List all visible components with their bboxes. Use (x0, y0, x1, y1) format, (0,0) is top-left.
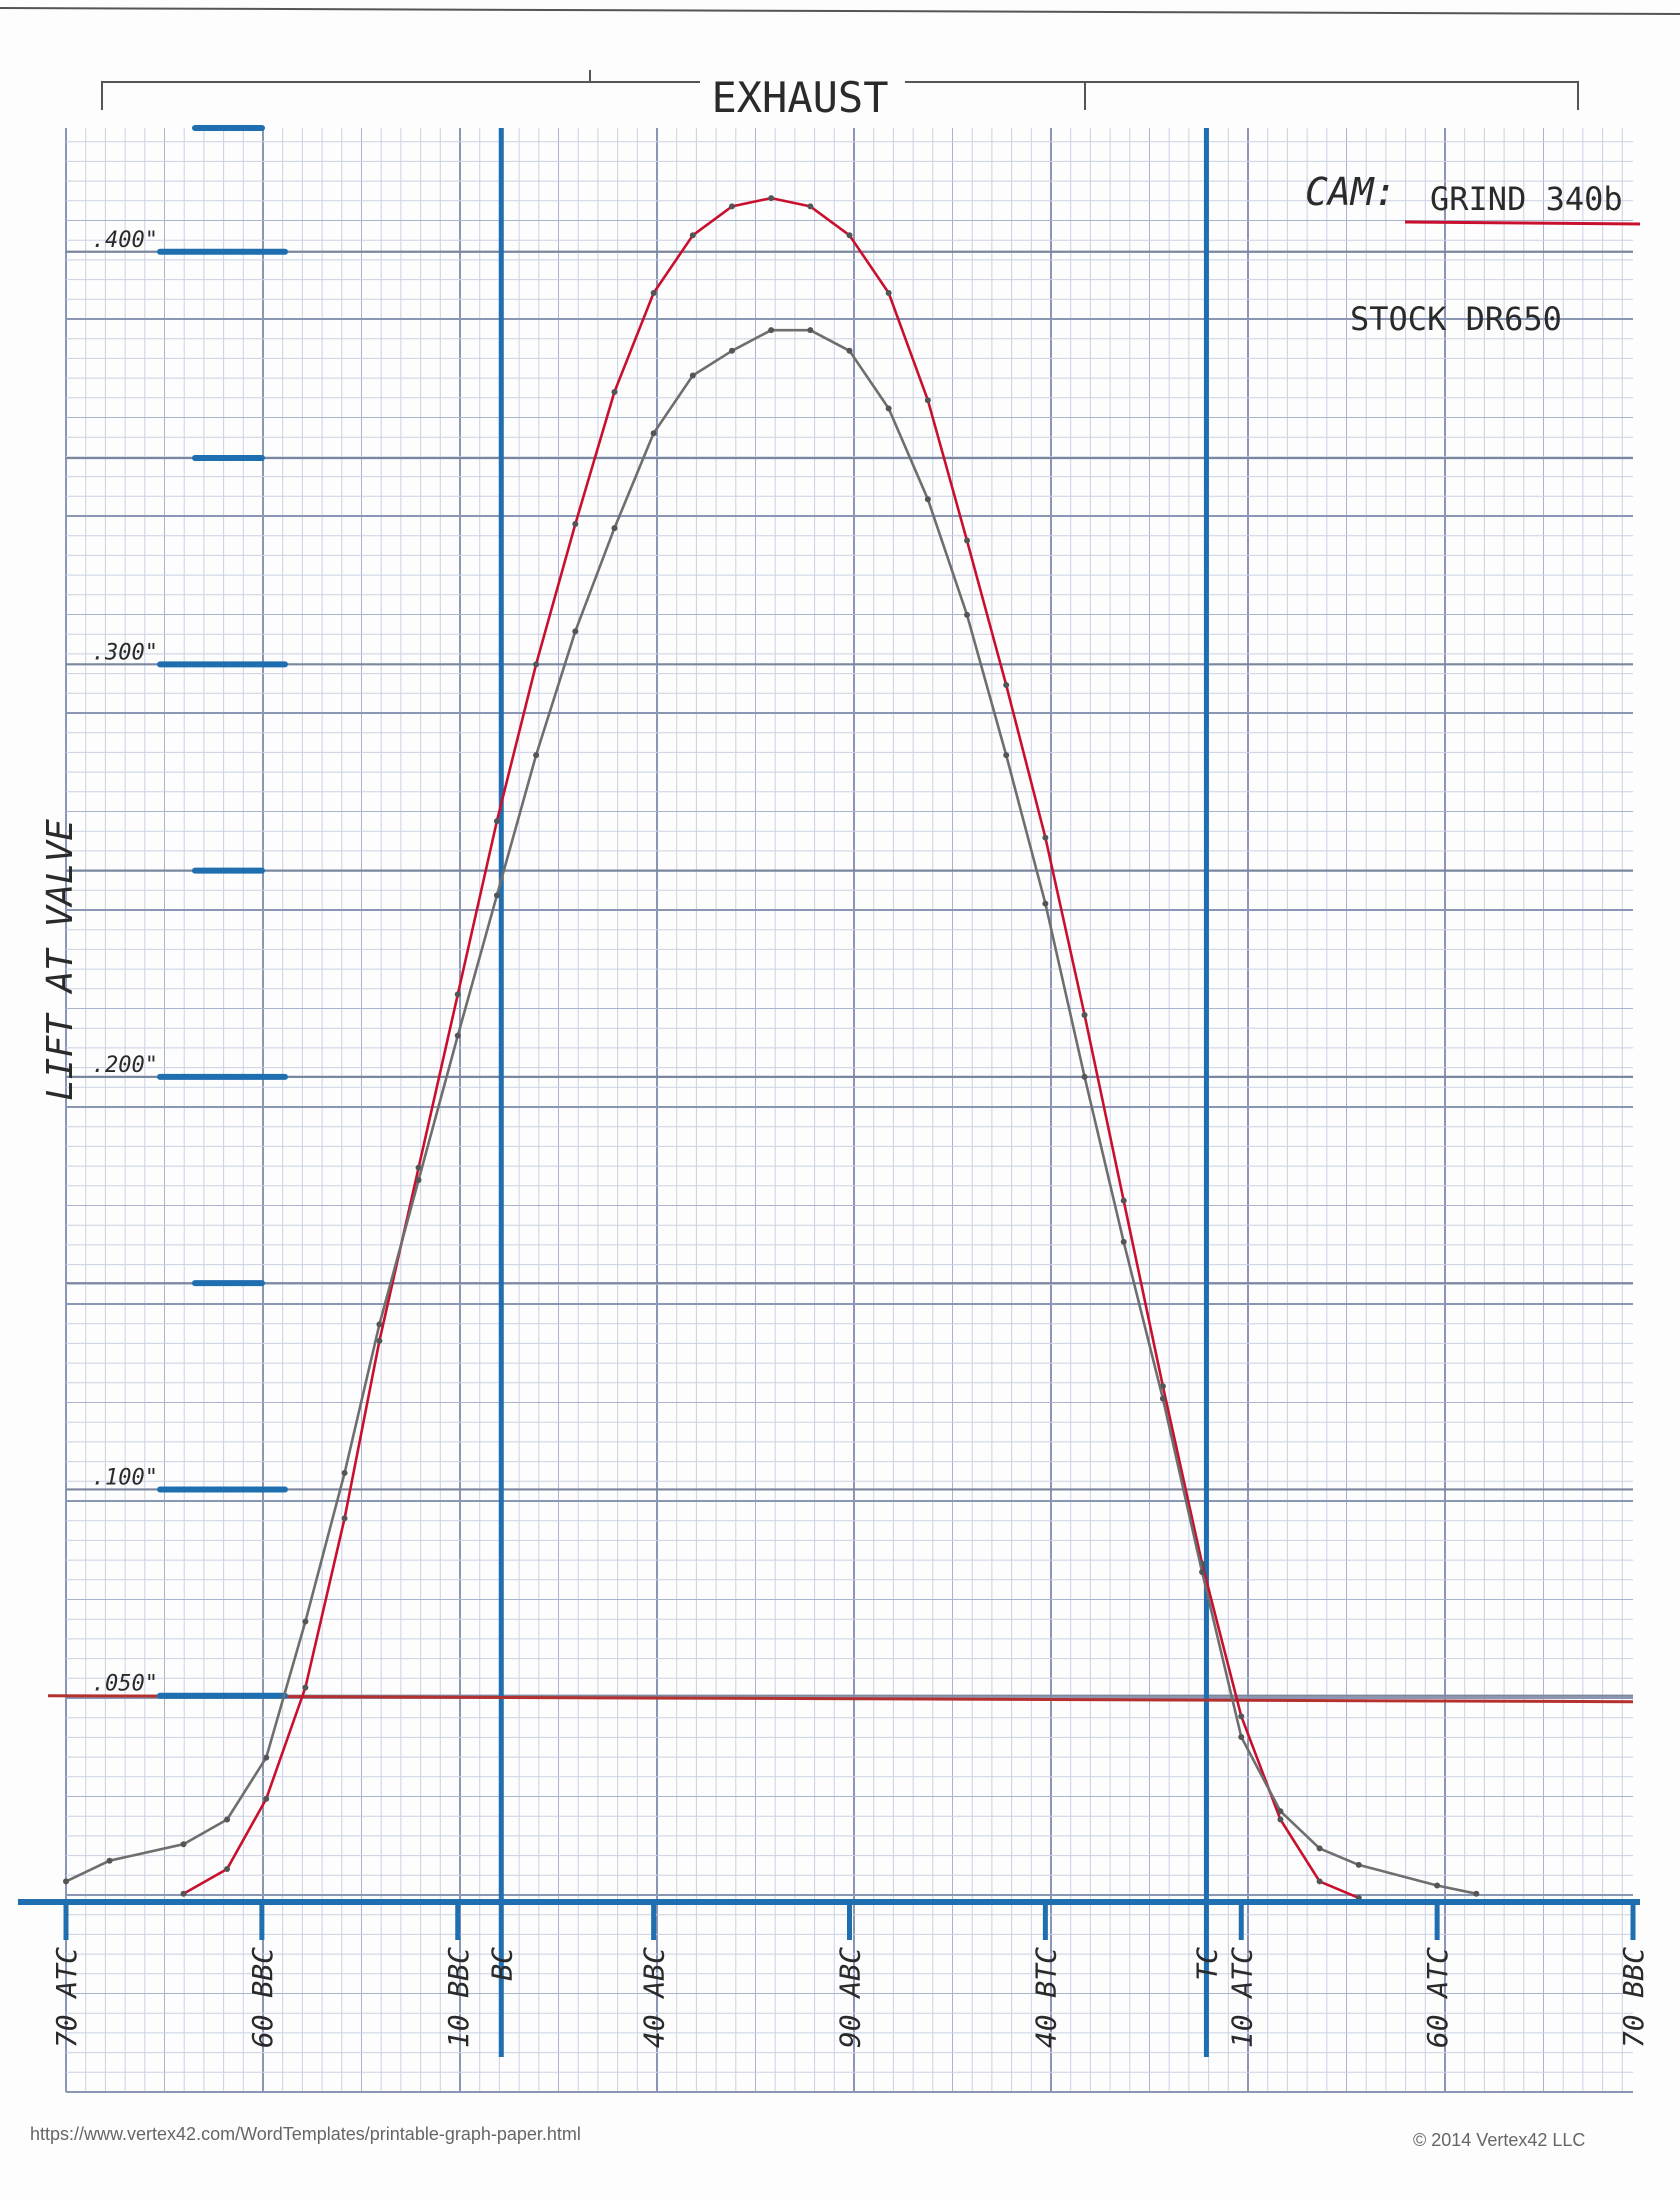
chart-title: EXHAUST (711, 73, 888, 122)
data-point (263, 1754, 270, 1761)
data-point (807, 203, 814, 210)
data-point (1316, 1878, 1323, 1885)
x-tick-label: 70 BBC (1617, 1947, 1650, 2048)
data-point (106, 1857, 113, 1864)
x-tick-label: 40 ABC (638, 1947, 671, 2048)
y-tick-label: .300" (92, 640, 158, 665)
data-point (846, 347, 853, 354)
page-top-rule (0, 7, 1680, 15)
y-axis-label: LIFT AT VALVE (40, 819, 81, 1101)
y-tick-label: .100" (92, 1465, 158, 1490)
x-tick-label: 60 ATC (1421, 1947, 1454, 2048)
data-point (1277, 1816, 1284, 1823)
data-point (415, 1164, 422, 1171)
data-point (224, 1816, 231, 1823)
data-point (650, 430, 657, 437)
x-tick-label: 70 ATC (50, 1947, 83, 2048)
x-tick-label: 10 BBC (442, 1947, 475, 2048)
footer-copyright: © 2014 Vertex42 LLC (1413, 2130, 1586, 2150)
data-point (1238, 1733, 1245, 1740)
cam-underline (1404, 220, 1641, 226)
reference-line-050 (47, 1694, 1634, 1704)
data-point (964, 611, 971, 618)
data-point (376, 1337, 383, 1344)
data-point (1277, 1808, 1284, 1815)
y-tick-label: .050" (92, 1672, 158, 1697)
data-point (1003, 681, 1010, 688)
x-tick-label: 60 BBC (246, 1947, 279, 2048)
data-point (611, 389, 618, 396)
data-point (1159, 1395, 1166, 1402)
x-tick-label: 10 ATC (1225, 1947, 1258, 2048)
data-point (572, 521, 579, 528)
data-point (533, 661, 540, 668)
data-point (924, 397, 931, 404)
footer-url: https://www.vertex42.com/WordTemplates/p… (30, 2124, 581, 2144)
graph-paper-grid (65, 128, 1633, 2093)
data-point (1316, 1845, 1323, 1852)
series-line (65, 328, 1477, 1895)
data-point (263, 1795, 270, 1802)
data-point (650, 290, 657, 297)
data-point (1081, 1073, 1088, 1080)
y-tick-label: .200" (92, 1053, 158, 1078)
x-tick-label: BC (485, 1947, 518, 1981)
data-point (1003, 752, 1010, 759)
data-point (689, 232, 696, 239)
data-point (807, 327, 814, 334)
title-bracket (101, 70, 1579, 110)
data-point (846, 232, 853, 239)
data-point (415, 1177, 422, 1184)
x-tick-label: TC (1190, 1947, 1223, 1981)
data-point (1473, 1890, 1480, 1897)
y-axis-ticks: .050" .100" .200" .300" .400" (92, 125, 288, 1699)
data-point (1042, 834, 1049, 841)
data-point (224, 1865, 231, 1872)
data-point (493, 892, 500, 899)
data-point (611, 525, 618, 532)
x-tick-label: 40 BTC (1029, 1947, 1062, 2048)
data-point (341, 1469, 348, 1476)
data-point (924, 496, 931, 503)
reference-lines (47, 128, 1634, 2057)
data-point (885, 290, 892, 297)
data-point (1120, 1197, 1127, 1204)
y-tick-label: .400" (92, 228, 158, 253)
data-point (1120, 1238, 1127, 1245)
cam-value: GRIND 340b (1430, 180, 1623, 218)
data-point (964, 537, 971, 544)
data-point (302, 1684, 309, 1691)
data-point (180, 1890, 187, 1897)
data-point (376, 1321, 383, 1328)
x-tick-label: 90 ABC (834, 1947, 867, 2048)
data-point (341, 1515, 348, 1522)
x-axis: 70 ATC 60 BBC 10 BBC BC 40 ABC 90 ABC 40 BTC TC… (18, 1899, 1650, 2048)
data-point (572, 628, 579, 635)
data-point (493, 818, 500, 825)
data-point (885, 405, 892, 412)
data-point (728, 203, 735, 210)
cam-label: CAM: (1305, 170, 1397, 214)
data-point (1434, 1882, 1441, 1889)
series-layer (63, 195, 1480, 1901)
data-point (454, 991, 461, 998)
data-point (768, 195, 775, 202)
data-point (302, 1618, 309, 1625)
data-point (1042, 900, 1049, 907)
data-point (63, 1878, 69, 1885)
data-point (728, 347, 735, 354)
data-point (768, 327, 775, 334)
data-point (533, 752, 540, 759)
data-point (1355, 1861, 1362, 1868)
data-point (454, 1032, 461, 1039)
data-point (1199, 1568, 1206, 1575)
data-point (1081, 1012, 1088, 1018)
stock-label: STOCK DR650 (1350, 300, 1562, 338)
data-point (1238, 1713, 1245, 1720)
data-point (689, 372, 696, 379)
data-point (180, 1841, 187, 1848)
